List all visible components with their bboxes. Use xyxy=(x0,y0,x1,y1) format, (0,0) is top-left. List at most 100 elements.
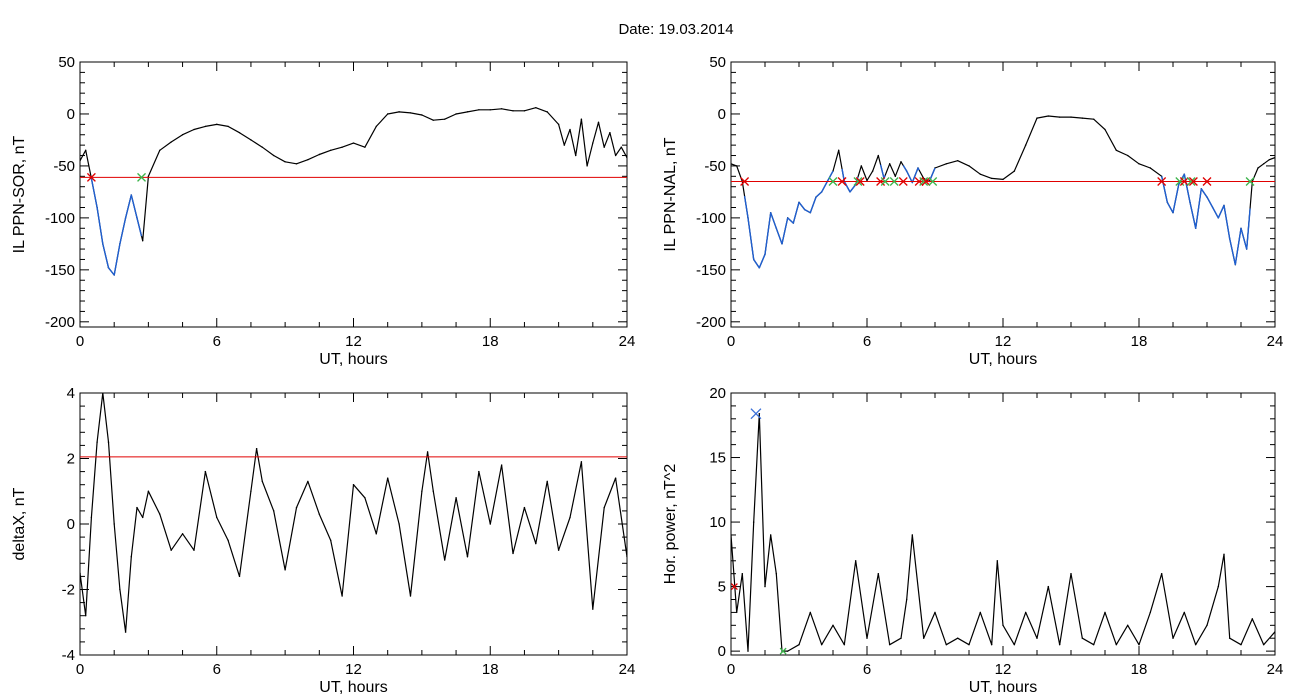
data-point xyxy=(996,560,999,562)
x-tick-label: 24 xyxy=(1267,333,1284,350)
data-point xyxy=(871,170,874,172)
data-point xyxy=(255,447,258,450)
peak-marker-b xyxy=(750,408,762,420)
crossing-marker-b xyxy=(837,177,847,186)
data-point xyxy=(1206,624,1208,627)
data-point xyxy=(860,165,863,167)
x-tick-label: 18 xyxy=(1131,333,1148,350)
crossing-marker-b xyxy=(1245,177,1255,186)
data-point xyxy=(557,123,560,126)
data-point xyxy=(786,650,789,652)
data-point xyxy=(1172,637,1174,639)
data-point xyxy=(1081,117,1084,119)
data-point xyxy=(1240,643,1242,646)
data-point xyxy=(1160,572,1163,575)
data-point xyxy=(113,523,115,525)
data-point xyxy=(136,506,138,509)
data-point xyxy=(979,173,982,175)
data-point xyxy=(546,480,548,483)
crossing-marker-b xyxy=(921,177,931,186)
data-point xyxy=(1104,128,1106,131)
data-point xyxy=(752,521,755,523)
data-point xyxy=(261,146,264,148)
data-point xyxy=(204,470,207,473)
data-point xyxy=(141,516,144,519)
data-point xyxy=(284,161,286,163)
series-line xyxy=(731,413,1275,652)
data-point xyxy=(877,572,880,575)
data-point xyxy=(478,109,480,111)
data-point xyxy=(426,451,429,453)
data-point xyxy=(124,631,127,633)
data-point xyxy=(409,595,412,597)
data-point xyxy=(147,490,150,492)
data-point xyxy=(500,108,503,110)
data-point xyxy=(1047,115,1050,117)
data-point xyxy=(250,490,252,492)
data-point xyxy=(216,123,218,126)
crossing-marker-b xyxy=(740,177,750,186)
data-point xyxy=(888,163,891,165)
y-tick-label: -50 xyxy=(704,158,726,175)
data-point xyxy=(592,142,594,144)
plot-frame xyxy=(79,61,628,328)
data-point xyxy=(1115,149,1118,152)
data-point xyxy=(945,163,948,165)
data-point xyxy=(193,549,195,551)
x-axis-label: UT, hours xyxy=(319,351,387,368)
data-point xyxy=(1058,116,1061,118)
data-point xyxy=(443,118,446,120)
series-line xyxy=(80,107,627,276)
data-point xyxy=(741,572,744,575)
data-point xyxy=(80,160,81,162)
data-point xyxy=(432,119,434,121)
data-point xyxy=(1268,158,1271,161)
data-point xyxy=(295,506,298,509)
data-point xyxy=(535,542,537,545)
data-point xyxy=(620,146,623,148)
data-point xyxy=(837,149,840,152)
data-point xyxy=(900,637,902,639)
data-point xyxy=(1126,154,1129,157)
y-axis-label: Hor. power, nT^2 xyxy=(662,464,679,585)
data-point xyxy=(1217,585,1220,588)
data-point xyxy=(466,556,469,558)
x-tick-label: 18 xyxy=(1131,661,1148,678)
data-point xyxy=(318,153,321,156)
data-point xyxy=(1002,624,1004,627)
data-point xyxy=(80,572,81,574)
crossing-marker-b xyxy=(1186,177,1196,186)
data-point xyxy=(307,158,309,161)
data-point xyxy=(597,121,600,123)
y-tick-label: 50 xyxy=(58,54,75,71)
y-tick-label: 20 xyxy=(709,385,726,402)
y-tick-label: 50 xyxy=(709,54,726,71)
data-point xyxy=(990,177,993,180)
data-point xyxy=(945,643,948,646)
data-point xyxy=(1257,167,1259,169)
data-point xyxy=(181,134,184,136)
chart-bottom-right: 0 6 12 18 24 0 5 10 15 20 UT, hours Hor. power, nT^… xyxy=(662,385,1283,696)
data-point xyxy=(1262,643,1265,646)
data-point xyxy=(956,637,959,639)
data-point xyxy=(580,118,583,120)
data-point xyxy=(956,160,959,162)
data-point xyxy=(535,107,537,109)
highlight-segment xyxy=(90,178,143,276)
data-point xyxy=(586,165,588,167)
data-point xyxy=(1138,163,1140,165)
data-point xyxy=(900,161,902,163)
data-point xyxy=(1024,144,1027,146)
highlight-segment xyxy=(841,168,859,193)
data-point xyxy=(1138,643,1140,646)
data-point xyxy=(747,650,749,652)
data-point xyxy=(181,533,184,535)
data-point xyxy=(1149,611,1152,614)
crossing-marker-b xyxy=(828,177,838,186)
data-point xyxy=(1274,156,1275,159)
x-tick-label: 6 xyxy=(863,333,871,350)
data-point xyxy=(769,534,772,536)
data-point xyxy=(592,608,594,610)
